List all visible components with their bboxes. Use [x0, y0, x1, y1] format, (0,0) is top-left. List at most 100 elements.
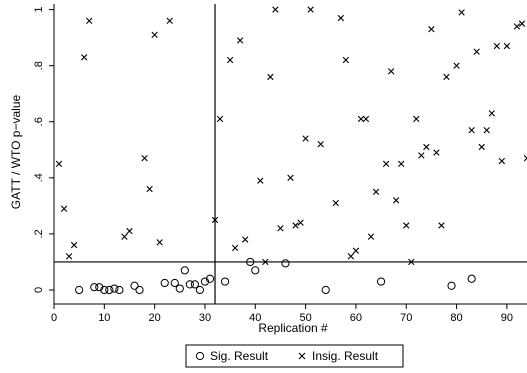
insig-result-stroke	[498, 157, 506, 165]
insig-result-point	[367, 233, 375, 240]
plot-area	[54, 4, 527, 304]
insig-result-point	[287, 174, 294, 182]
insig-result-point	[55, 160, 63, 168]
insig-result-stroke	[518, 20, 526, 27]
y-tick-label: 1	[33, 7, 45, 13]
insig-result-stroke	[433, 149, 440, 156]
insig-result-point	[302, 135, 309, 142]
sig-result-point	[110, 284, 119, 293]
sig-result-point	[251, 266, 260, 275]
insig-result-point	[362, 115, 370, 123]
insig-result-point	[317, 140, 324, 148]
sig-result-point	[281, 259, 290, 268]
x-tick-label: 0	[51, 312, 57, 324]
insig-result-point	[408, 258, 415, 266]
insig-result-point	[523, 155, 527, 162]
insig-result-point	[423, 143, 430, 151]
sig-result-point	[115, 285, 124, 295]
insig-result-point	[81, 54, 88, 61]
insig-result-stroke	[226, 56, 234, 64]
insig-result-point	[518, 20, 526, 27]
insig-result-point	[342, 56, 350, 64]
insig-result-point	[262, 258, 269, 266]
insig-result-point	[382, 160, 390, 168]
sig-result-point	[246, 257, 255, 267]
y-tick-label: .2	[33, 229, 45, 238]
insig-result-point	[398, 160, 405, 168]
insig-result-stroke	[398, 160, 405, 168]
insig-result-stroke	[86, 17, 93, 25]
insig-result-point	[121, 233, 128, 240]
y-tick-label: 0	[33, 287, 45, 293]
insig-result-point	[151, 31, 158, 39]
insig-result-point	[267, 73, 274, 81]
legend-insig-label: Insig. Result	[312, 349, 379, 363]
insig-result-point	[498, 157, 506, 165]
insig-result-point	[166, 17, 173, 25]
legend-box	[185, 344, 404, 368]
insig-result-point	[60, 205, 68, 212]
insig-result-point	[257, 177, 264, 184]
insig-result-stroke	[408, 258, 415, 266]
insig-result-point	[216, 115, 224, 123]
insig-result-point	[478, 143, 485, 151]
insig-result-stroke	[347, 253, 355, 260]
insig-result-stroke	[272, 6, 279, 13]
sig-result-point	[376, 277, 386, 286]
insig-result-point	[307, 6, 314, 13]
sig-result-point	[75, 285, 84, 295]
insig-result-stroke	[332, 199, 339, 207]
y-tick-label: .4	[33, 173, 45, 182]
insig-result-point	[156, 239, 163, 246]
insig-result-stroke	[428, 26, 435, 33]
y-axis: 0 .2 .4 .6 .8 1	[33, 4, 55, 304]
x-tick-label: 70	[400, 312, 412, 324]
insig-result-point	[146, 185, 153, 193]
insig-result-point	[226, 56, 234, 64]
insig-result-point	[292, 222, 299, 229]
insig-result-stroke	[277, 225, 284, 232]
insig-result-point	[503, 42, 511, 50]
insig-result-stroke	[418, 152, 425, 159]
sig-result-point	[95, 283, 104, 292]
insig-result-stroke	[267, 73, 274, 81]
sig-result-point	[205, 274, 215, 283]
insig-result-point	[418, 152, 425, 159]
data-marks	[55, 6, 527, 295]
x-axis-title: Replication #	[258, 321, 328, 335]
insig-result-stroke	[166, 17, 173, 25]
x-tick-label: 20	[149, 312, 161, 324]
insig-result-point	[141, 155, 148, 162]
insig-result-stroke	[55, 160, 63, 168]
insig-result-stroke	[382, 160, 390, 168]
insig-result-point	[236, 37, 244, 44]
insig-result-stroke	[317, 140, 324, 148]
insig-result-stroke	[523, 155, 527, 159]
insig-result-stroke	[493, 42, 500, 50]
y-axis-title: GATT / WTO p−value	[9, 94, 23, 209]
sig-result-point	[170, 278, 179, 288]
sig-result-point	[200, 277, 210, 286]
sig-result-point	[135, 285, 144, 295]
insig-result-stroke	[367, 233, 375, 240]
insig-result-stroke	[81, 54, 88, 61]
insig-result-point	[428, 26, 435, 33]
insig-result-stroke	[146, 185, 153, 193]
insig-result-point	[357, 115, 365, 123]
insig-result-stroke	[262, 258, 269, 266]
insig-result-point	[387, 68, 395, 75]
insig-result-stroke	[352, 247, 360, 254]
insig-result-stroke	[211, 216, 219, 224]
insig-result-stroke	[478, 143, 485, 151]
sig-result-point	[160, 278, 169, 288]
insig-result-stroke	[458, 9, 465, 16]
insig-result-stroke	[231, 244, 239, 252]
insig-result-stroke	[503, 42, 511, 50]
y-tick-label: .8	[33, 61, 45, 70]
insig-result-stroke	[156, 239, 163, 246]
insig-result-stroke	[292, 222, 299, 229]
sig-result-point	[175, 284, 184, 293]
insig-result-stroke	[216, 115, 224, 123]
insig-result-stroke	[468, 126, 475, 134]
